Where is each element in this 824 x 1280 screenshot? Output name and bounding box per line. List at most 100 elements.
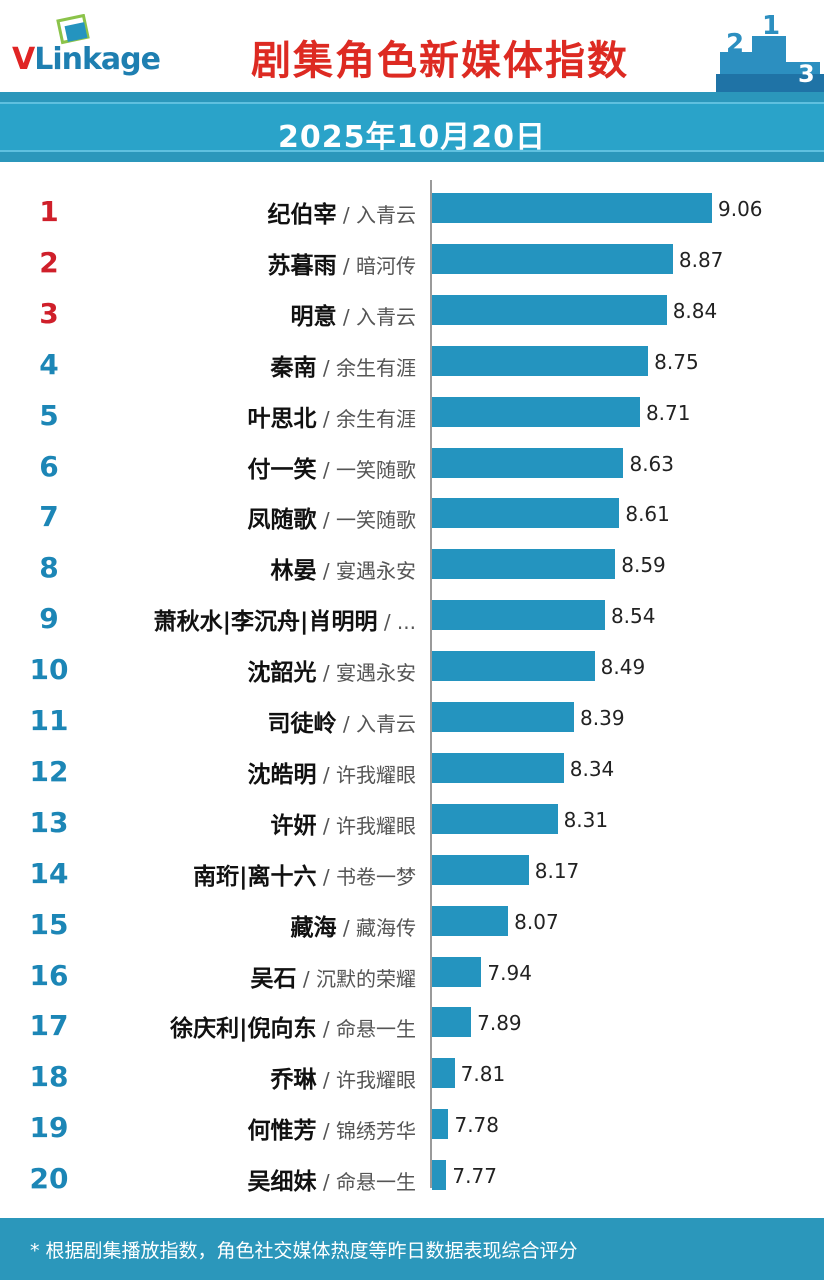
bar bbox=[432, 803, 558, 834]
rank-number: 2 bbox=[39, 245, 59, 279]
character-name: 吴细妹 bbox=[247, 1169, 317, 1196]
drama-name: 许我耀眼 bbox=[336, 762, 416, 787]
value-label: 8.84 bbox=[672, 298, 718, 323]
value-label: 8.75 bbox=[654, 349, 699, 374]
bar bbox=[432, 854, 529, 885]
category-label: 沈韶光 / 宴遇永安 bbox=[248, 653, 416, 687]
bar bbox=[432, 905, 509, 936]
character-name: 徐庆利|倪向东 bbox=[170, 1016, 317, 1043]
category-label: 凤随歌 / 一笑随歌 bbox=[248, 500, 416, 534]
category-label: 付一笑 / 一笑随歌 bbox=[248, 450, 416, 484]
chart-row: 13 许妍 / 许我耀眼 8.31 bbox=[0, 796, 824, 846]
character-name: 沈皓明 bbox=[247, 761, 317, 788]
category-label: 明意 / 入青云 bbox=[291, 297, 416, 331]
bar bbox=[432, 600, 605, 631]
character-name: 南珩|离十六 bbox=[193, 863, 317, 890]
value-label: 8.61 bbox=[625, 502, 670, 527]
label-separator: / bbox=[296, 966, 316, 991]
category-label: 苏暮雨 / 暗河传 bbox=[268, 246, 416, 280]
bar bbox=[432, 1058, 455, 1089]
category-label: 司徒岭 / 入青云 bbox=[268, 704, 416, 738]
drama-name: 沉默的荣耀 bbox=[316, 966, 416, 991]
rank-number: 12 bbox=[29, 754, 69, 788]
logo-v: V bbox=[12, 42, 35, 77]
bar bbox=[432, 243, 673, 274]
chart-row: 20 吴细妹 / 命悬一生 7.77 bbox=[0, 1152, 824, 1202]
character-name: 苏暮雨 bbox=[267, 252, 337, 279]
rank-number: 11 bbox=[29, 704, 69, 737]
bar bbox=[432, 549, 616, 580]
character-name: 明意 bbox=[290, 303, 337, 330]
rank-number: 7 bbox=[39, 500, 59, 534]
value-label: 8.71 bbox=[645, 400, 691, 425]
rank-number: 9 bbox=[39, 602, 59, 636]
bar bbox=[432, 193, 712, 223]
category-label: 秦南 / 余生有涯 bbox=[271, 348, 416, 382]
label-separator: / bbox=[316, 406, 336, 431]
drama-name: 一笑随歌 bbox=[336, 457, 416, 482]
chart-row: 16 吴石 / 沉默的荣耀 7.94 bbox=[0, 949, 824, 999]
rank-number: 6 bbox=[39, 449, 59, 483]
drama-name: 一笑随歌 bbox=[336, 508, 416, 533]
label-separator: / bbox=[316, 1170, 336, 1195]
bar bbox=[432, 956, 482, 987]
character-name: 林晏 bbox=[270, 558, 317, 585]
value-label: 9.06 bbox=[718, 197, 763, 221]
value-label: 8.34 bbox=[569, 756, 615, 781]
label-separator: / bbox=[316, 661, 336, 686]
value-label: 8.63 bbox=[629, 451, 674, 476]
value-label: 8.59 bbox=[621, 553, 666, 578]
rank-number: 10 bbox=[29, 653, 69, 687]
rank-number: 20 bbox=[29, 1162, 69, 1196]
chart-row: 7 凤随歌 / 一笑随歌 8.61 bbox=[0, 490, 824, 540]
character-name: 沈韶光 bbox=[247, 660, 317, 687]
label-separator: / bbox=[316, 762, 336, 787]
category-label: 叶思北 / 余生有涯 bbox=[248, 399, 416, 433]
label-separator: / bbox=[316, 1119, 336, 1144]
drama-name: 入青云 bbox=[356, 712, 416, 736]
drama-name: 命悬一生 bbox=[336, 1017, 416, 1042]
character-name: 纪伯宰 bbox=[267, 202, 337, 228]
rank-number: 5 bbox=[39, 398, 59, 432]
value-label: 8.17 bbox=[534, 858, 580, 883]
category-label: 徐庆利|倪向东 / 命悬一生 bbox=[170, 1009, 416, 1043]
bar bbox=[432, 498, 620, 529]
drama-name: 许我耀眼 bbox=[336, 813, 416, 838]
value-label: 8.87 bbox=[678, 247, 724, 272]
chart-row: 15 藏海 / 藏海传 8.07 bbox=[0, 898, 824, 948]
category-label: 吴细妹 / 命悬一生 bbox=[248, 1162, 416, 1196]
value-label: 7.78 bbox=[454, 1113, 499, 1138]
value-label: 7.81 bbox=[460, 1062, 506, 1087]
value-label: 8.49 bbox=[600, 655, 646, 680]
character-name: 藏海 bbox=[290, 914, 337, 941]
category-label: 萧秋水|李沉舟|肖明明 / ... bbox=[154, 602, 416, 636]
drama-name: 入青云 bbox=[356, 203, 416, 227]
value-label: 7.77 bbox=[452, 1164, 497, 1189]
label-separator: / bbox=[377, 610, 397, 635]
drama-name: 暗河传 bbox=[356, 253, 416, 278]
rank-number: 14 bbox=[29, 856, 69, 890]
category-label: 藏海 / 藏海传 bbox=[291, 908, 416, 942]
drama-name: 入青云 bbox=[356, 304, 416, 329]
value-label: 8.39 bbox=[580, 706, 625, 730]
chart-row: 8 林晏 / 宴遇永安 8.59 bbox=[0, 541, 824, 591]
character-name: 乔琳 bbox=[270, 1067, 317, 1094]
label-separator: / bbox=[336, 915, 356, 940]
character-name: 司徒岭 bbox=[267, 711, 337, 737]
chart-row: 11 司徒岭 / 入青云 8.39 bbox=[0, 694, 824, 744]
chart-row: 12 沈皓明 / 许我耀眼 8.34 bbox=[0, 745, 824, 795]
label-separator: / bbox=[316, 508, 336, 533]
chart-row: 14 南珩|离十六 / 书卷一梦 8.17 bbox=[0, 847, 824, 897]
rank-number: 1 bbox=[39, 195, 59, 228]
character-name: 吴石 bbox=[250, 965, 297, 992]
label-separator: / bbox=[316, 1068, 336, 1093]
chart-row: 9 萧秋水|李沉舟|肖明明 / ... 8.54 bbox=[0, 592, 824, 642]
page-title: 剧集角色新媒体指数 bbox=[251, 38, 629, 84]
chart-row: 2 苏暮雨 / 暗河传 8.87 bbox=[0, 236, 824, 286]
bar bbox=[432, 702, 575, 732]
rank-number: 13 bbox=[29, 805, 69, 839]
value-label: 7.94 bbox=[487, 960, 532, 985]
category-label: 许妍 / 许我耀眼 bbox=[271, 806, 416, 840]
character-name: 许妍 bbox=[270, 812, 317, 839]
chart-row: 17 徐庆利|倪向东 / 命悬一生 7.89 bbox=[0, 999, 824, 1049]
